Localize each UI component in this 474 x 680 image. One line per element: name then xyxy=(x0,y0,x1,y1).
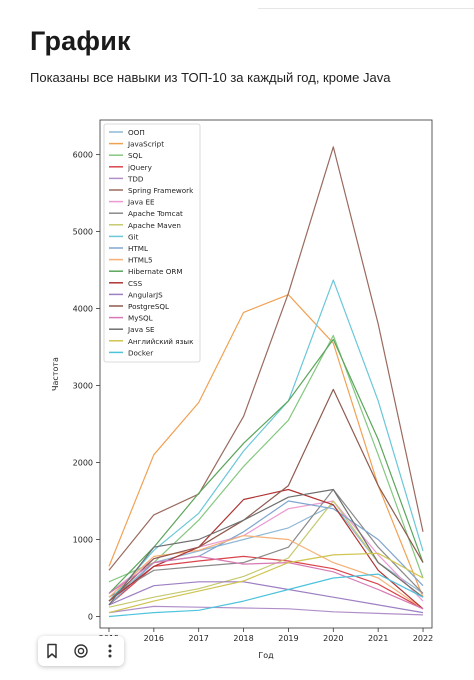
series-line xyxy=(108,488,424,606)
y-tick-label: 3000 xyxy=(73,382,93,391)
y-tick-label: 1000 xyxy=(73,535,93,544)
y-tick-label: 6000 xyxy=(73,151,93,160)
legend-label: Английский язык xyxy=(128,337,194,346)
legend-label: SQL xyxy=(128,151,142,160)
x-tick-label: 2017 xyxy=(189,634,209,643)
x-tick-label: 2016 xyxy=(144,634,164,643)
series-line xyxy=(108,555,424,610)
legend-label: Docker xyxy=(128,348,153,357)
series-line xyxy=(108,294,424,598)
legend-label: Apache Maven xyxy=(128,221,181,230)
y-tick-label: 2000 xyxy=(73,459,93,468)
legend-label: TDD xyxy=(127,174,144,183)
camera-icon[interactable] xyxy=(70,640,92,662)
x-tick-label: 2021 xyxy=(368,634,388,643)
more-vertical-icon[interactable] xyxy=(99,640,121,662)
series-line xyxy=(108,388,424,602)
series-line xyxy=(108,605,424,616)
legend-label: Apache Tomcat xyxy=(128,209,183,218)
series-line xyxy=(108,581,424,614)
series-line xyxy=(108,488,424,598)
legend-label: ООП xyxy=(128,128,145,137)
legend-label: Spring Framework xyxy=(128,186,194,195)
legend-label: jQuery xyxy=(127,163,153,172)
legend-label: HTML5 xyxy=(128,256,153,265)
series-line xyxy=(108,534,424,610)
floating-toolbar xyxy=(38,636,124,666)
bookmark-icon[interactable] xyxy=(41,640,63,662)
series-line xyxy=(108,146,424,571)
legend-label: MySQL xyxy=(128,314,153,323)
legend-label: Hibernate ORM xyxy=(128,267,183,276)
series-line xyxy=(108,338,424,594)
legend-label: Java SE xyxy=(127,325,155,334)
y-axis-label: Частота xyxy=(51,357,60,391)
series-line xyxy=(108,500,424,608)
y-tick-label: 0 xyxy=(88,612,93,621)
series-line xyxy=(108,279,424,602)
series-line xyxy=(108,555,424,610)
x-axis-label: Год xyxy=(258,651,274,660)
legend-label: JavaScript xyxy=(127,140,164,149)
x-tick-label: 2022 xyxy=(413,634,433,643)
y-tick-label: 4000 xyxy=(73,305,93,314)
legend-label: HTML xyxy=(128,244,148,253)
x-tick-label: 2018 xyxy=(233,634,253,643)
x-tick-label: 2020 xyxy=(323,634,343,643)
page-title: График xyxy=(30,26,131,56)
y-tick-label: 5000 xyxy=(73,228,93,237)
legend-label: PostgreSQL xyxy=(128,302,169,311)
page-subtitle: Показаны все навыки из ТОП-10 за каждый … xyxy=(30,70,391,85)
legend-label: CSS xyxy=(128,279,143,288)
legend-box xyxy=(103,123,201,363)
x-tick-label: 2019 xyxy=(278,634,298,643)
legend-label: Java EE xyxy=(127,198,155,207)
series-line xyxy=(108,573,424,618)
series-line xyxy=(108,552,424,614)
top-divider xyxy=(258,8,474,9)
legend-label: AngularJS xyxy=(128,290,163,299)
series-line xyxy=(108,488,424,610)
legend-label: Git xyxy=(128,232,139,241)
